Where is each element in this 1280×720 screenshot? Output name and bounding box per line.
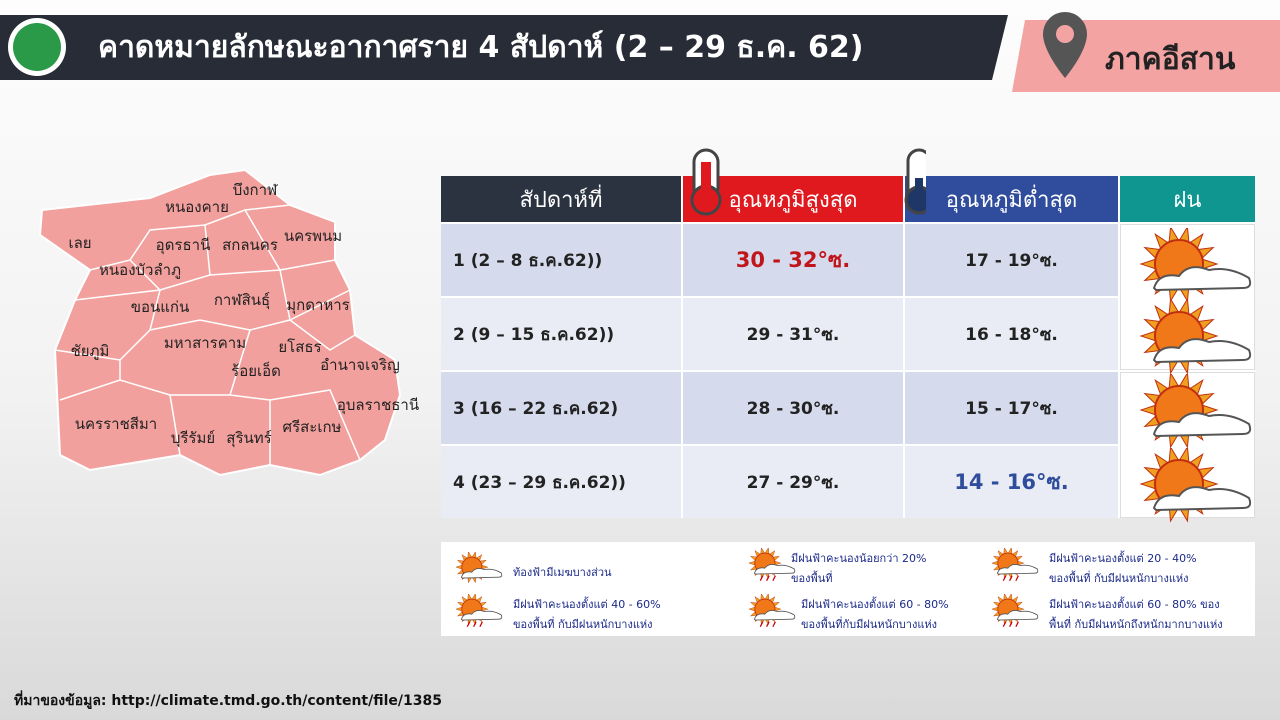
province-label: บุรีรัมย์ [170, 429, 216, 447]
weather-icon [991, 594, 1039, 628]
map-labels: บึงกาฬ หนองคายนครพนม เลย อุดรธานี สกลนครหนอง… [0, 0, 440, 500]
legend-text: มีฝนฟ้าคะนองตั้งแต่ 20 - 40% [1049, 552, 1197, 565]
legend-text: มีฝนฟ้าคะนองตั้งแต่ 40 - 60% [513, 598, 661, 611]
table-cell: 29 - 31°ซ. [683, 298, 903, 370]
legend-text: พื้นที่ กับมีฝนหนักถึงหนักมากบางแห่ง [1049, 618, 1223, 631]
map-region [38, 168, 402, 477]
weather-icon [1139, 228, 1252, 303]
weather-icon [991, 548, 1039, 582]
province-label: อุดรธานี [155, 236, 211, 254]
province-label: ศรีสะเกษ [282, 418, 342, 436]
header-cell: ฝน [1120, 176, 1255, 222]
pin-hole [1056, 25, 1074, 43]
province-label: บึงกาฬ [232, 181, 278, 199]
weather-icon [455, 594, 503, 628]
province-label: ยโสธร [278, 338, 322, 356]
table-cell: 27 - 29°ซ. [683, 446, 903, 518]
legend-text: ของพื้นที่ กับมีฝนหนักบางแห่ง [1049, 572, 1189, 585]
legend-text: ท้องฟ้ามีเมฆบางส่วน [513, 566, 612, 579]
title-bar [0, 15, 1008, 80]
forecast-table: สัปดาห์ที่ อุณหภูมิสูงสุด อุณหภูมิต่ำสุด ฝน… [441, 176, 1255, 523]
table-cell: 4 (23 – 29 ธ.ค.62)) [441, 446, 681, 518]
logo-inner [13, 23, 61, 71]
weather-icon [1139, 374, 1252, 449]
title: คาดหมายลักษณะอากาศราย 4 สัปดาห์ (2 – 29 … [98, 30, 864, 65]
weather-icon [1139, 300, 1252, 375]
legend-text: มีฝนฟ้าคะนองน้อยกว่า 20% [791, 552, 927, 565]
map-borders [54, 204, 361, 465]
province-label: เลย [68, 234, 92, 252]
province-label: นครราชสีมา [74, 415, 158, 433]
table-cell: 14 - 16°ซ. [905, 446, 1118, 518]
table-cell: 28 - 30°ซ. [683, 372, 903, 444]
legend-text: ของพื้นที่ กับมีฝนหนักบางแห่ง [513, 618, 653, 631]
province-label: หนองคาย [165, 198, 229, 216]
province-label: สกลนคร [222, 236, 278, 254]
weather-icon [1139, 448, 1252, 523]
table-cell: 17 - 19°ซ. [905, 224, 1118, 296]
legend-text: มีฝนฟ้าคะนองตั้งแต่ 60 - 80% ของ [1049, 598, 1220, 611]
province-label: มุกดาหาร [286, 296, 350, 314]
region: ภาคอีสาน [1105, 42, 1236, 77]
table-cell: 2 (9 – 15 ธ.ค.62)) [441, 298, 681, 370]
source: ที่มาของข้อมูล: http://climate.tmd.go.th… [14, 693, 442, 709]
legend-text: ของพื้นที่ [791, 572, 833, 585]
province-label: อำนาจเจริญ [320, 356, 400, 374]
pin [1043, 12, 1087, 78]
legend-text: ของพื้นที่กับมีฝนหนักบางแห่ง [801, 618, 938, 631]
weather-icon [748, 594, 796, 628]
province-label: นครพนม [283, 227, 343, 245]
province-label: สุรินทร์ [226, 429, 272, 447]
table-cell: 3 (16 – 22 ธ.ค.62) [441, 372, 681, 444]
weather-icon [455, 552, 503, 584]
table-cell: 1 (2 – 8 ธ.ค.62)) [441, 224, 681, 296]
province-label: หนองบัวลำภู [99, 261, 181, 279]
weather-icon [748, 548, 796, 582]
province-label: ร้อยเอ็ด [231, 362, 281, 380]
province-label: อุบลราชธานี [336, 396, 420, 414]
legend-text: มีฝนฟ้าคะนองตั้งแต่ 60 - 80% [801, 598, 949, 611]
table-cell: 15 - 17°ซ. [905, 372, 1118, 444]
header-cell: สัปดาห์ที่ [441, 176, 681, 222]
header-cell: อุณหภูมิต่ำสุด [905, 176, 1118, 222]
thermometers [690, 148, 926, 216]
province-label: มหาสารคาม [163, 334, 247, 352]
table-cell: 16 - 18°ซ. [905, 298, 1118, 370]
table-cell: 30 - 32°ซ. [683, 224, 903, 296]
legend: ท้องฟ้ามีเมฆบางส่วน มีฝนฟ้าคะนองน้อยกว่า … [441, 542, 1255, 636]
province-label: ขอนแก่น [130, 298, 190, 316]
province-label: กาฬสินธุ์ [213, 291, 271, 309]
province-label: ชัยภูมิ [70, 342, 110, 360]
